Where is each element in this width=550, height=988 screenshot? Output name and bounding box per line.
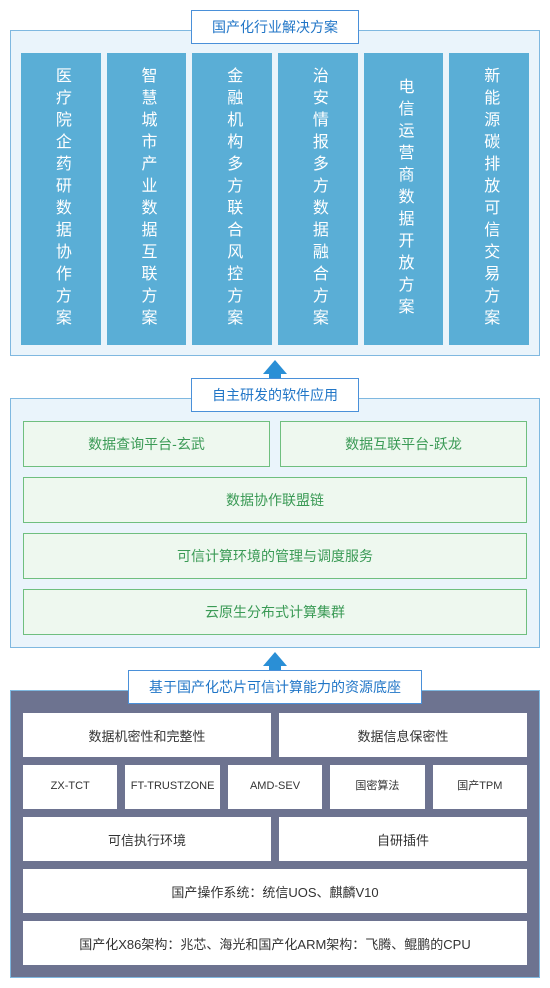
app-trusted-mgmt: 可信计算环境的管理与调度服务 (23, 533, 527, 579)
chip-gm-crypto: 国密算法 (330, 765, 424, 809)
app-alliance-chain: 数据协作联盟链 (23, 477, 527, 523)
os-layer: 国产操作系统：统信UOS、麒麟V10 (23, 869, 527, 913)
solution-medical: 医疗院企药研数据协作方案 (21, 53, 101, 345)
solution-energy: 新能源碳排放可信交易方案 (449, 53, 529, 345)
solution-finance: 金融机构多方联合风控方案 (192, 53, 272, 345)
solution-telecom: 电信运营商数据开放方案 (364, 53, 444, 345)
top-section: 医疗院企药研数据协作方案 智慧城市产业数据互联方案 金融机构多方联合风控方案 治… (10, 30, 540, 356)
mid-title: 自主研发的软件应用 (191, 378, 359, 412)
app-yuelong: 数据互联平台-跃龙 (280, 421, 527, 467)
solution-security: 治安情报多方数据融合方案 (278, 53, 358, 345)
app-xuanwu: 数据查询平台-玄武 (23, 421, 270, 467)
app-cloud-native: 云原生分布式计算集群 (23, 589, 527, 635)
chip-domestic-tpm: 国产TPM (433, 765, 527, 809)
cap-plugin: 自研插件 (279, 817, 527, 861)
cap-confidentiality: 数据机密性和完整性 (23, 713, 271, 757)
top-title: 国产化行业解决方案 (191, 10, 359, 44)
cap-info-secrecy: 数据信息保密性 (279, 713, 527, 757)
chip-amd-sev: AMD-SEV (228, 765, 322, 809)
solution-smartcity: 智慧城市产业数据互联方案 (107, 53, 187, 345)
chip-zx-tct: ZX-TCT (23, 765, 117, 809)
cap-tee: 可信执行环境 (23, 817, 271, 861)
chip-ft-trustzone: FT-TRUSTZONE (125, 765, 219, 809)
mid-section: 数据查询平台-玄武 数据互联平台-跃龙 数据协作联盟链 可信计算环境的管理与调度… (10, 398, 540, 648)
bot-title: 基于国产化芯片可信计算能力的资源底座 (128, 670, 422, 704)
arch-layer: 国产化X86架构：兆芯、海光和国产化ARM架构：飞腾、鲲鹏的CPU (23, 921, 527, 965)
